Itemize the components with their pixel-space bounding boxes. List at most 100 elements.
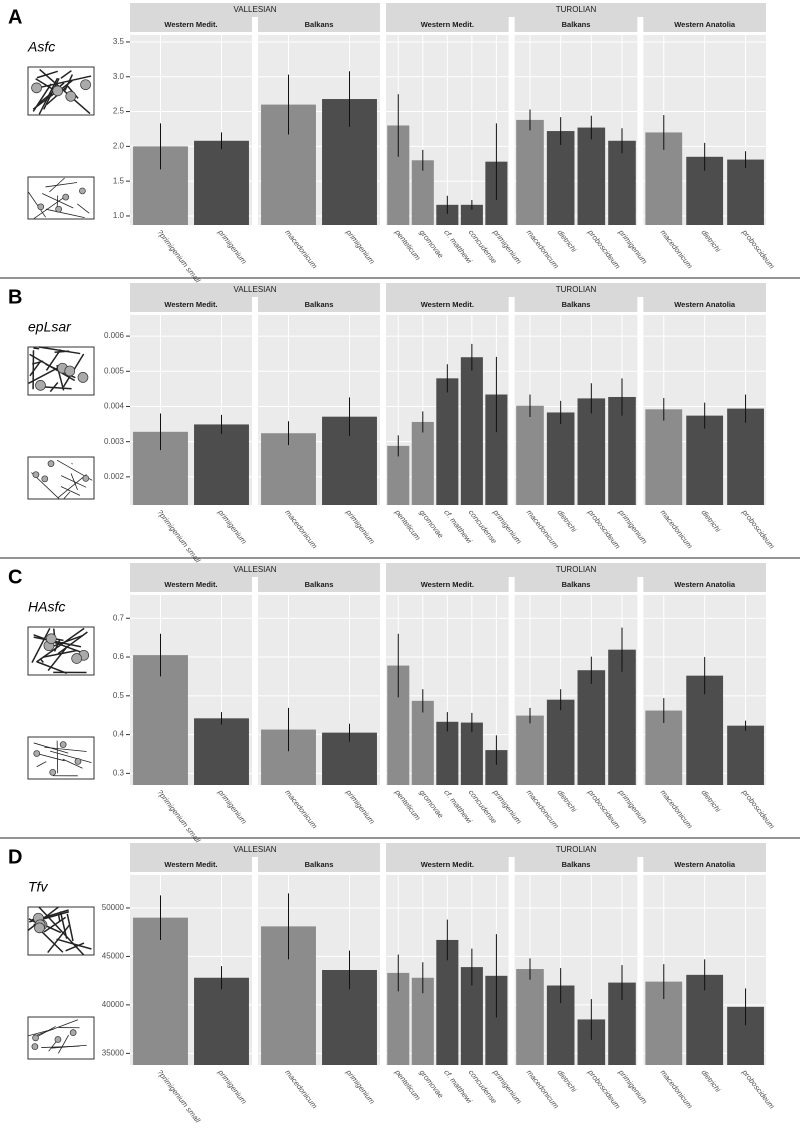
y-tick-label: 0.3 [113, 768, 125, 777]
x-tick-label: primigenium [344, 787, 377, 826]
bar [547, 412, 575, 505]
region-label: Western Anatolia [674, 580, 736, 589]
sketch-pit [72, 653, 82, 663]
sketch-pit [35, 380, 45, 390]
x-tick-label: macedonicum [659, 1068, 695, 1110]
y-tick-label: 3.5 [113, 37, 125, 46]
x-tick-label: proboscideum [586, 1067, 623, 1110]
region-label: Balkans [305, 860, 334, 869]
sketch-pit [38, 204, 44, 210]
period-label: TUROLIAN [556, 5, 597, 14]
bar [412, 422, 434, 505]
x-tick-label: macedonicum [525, 1068, 561, 1110]
panel-letter: B [8, 286, 22, 308]
region-label: Western Medit. [164, 580, 217, 589]
bar [461, 357, 483, 505]
x-tick-label: primigenium [344, 227, 377, 266]
x-tick-label: ?primigenium small [155, 1068, 202, 1125]
x-tick-label: ?primigenium small [155, 788, 202, 845]
x-tick-label: primigenium [616, 227, 649, 266]
x-tick-label: macedonicum [525, 788, 561, 830]
x-tick-label: macedonicum [659, 228, 695, 270]
region-label: Western Medit. [164, 860, 217, 869]
sketch-pit [81, 80, 91, 90]
region-label: Balkans [562, 300, 591, 309]
metric-label: HAsfc [28, 599, 65, 615]
sketch-pit [33, 1035, 39, 1041]
bar [578, 128, 606, 225]
region-label: Balkans [562, 20, 591, 29]
region-label: Western Medit. [421, 20, 474, 29]
bar [578, 398, 606, 505]
x-tick-label: dietrichi [700, 788, 723, 814]
sketch-pit [75, 758, 81, 764]
x-tick-label: dietrichi [700, 508, 723, 534]
region-label: Balkans [305, 300, 334, 309]
region-label: Western Anatolia [674, 300, 736, 309]
region-label: Western Medit. [421, 300, 474, 309]
x-tick-label: dietrichi [556, 508, 579, 534]
bar [194, 141, 249, 225]
x-tick-label: primigenium [616, 1067, 649, 1106]
x-tick-label: macedonicum [283, 228, 319, 270]
bar [516, 120, 544, 225]
sketch-pit [66, 91, 76, 101]
y-tick-label: 0.7 [113, 613, 125, 622]
x-tick-label: proboscideum [740, 1067, 777, 1110]
sketch-pit [53, 86, 63, 96]
y-tick-label: 45000 [102, 952, 125, 961]
metric-label: epLsar [28, 319, 72, 335]
bar [727, 160, 764, 225]
bar [578, 670, 606, 785]
x-tick-label: macedonicum [659, 788, 695, 830]
sketch-pit [56, 206, 62, 212]
x-tick-label: dietrichi [700, 1068, 723, 1094]
x-tick-label: dietrichi [700, 228, 723, 254]
panel-letter: D [8, 846, 22, 868]
bar [547, 131, 575, 225]
x-tick-label: proboscideum [586, 227, 623, 270]
period-label: TUROLIAN [556, 845, 597, 854]
sketch-pit [46, 634, 56, 644]
sketch-pit [78, 372, 88, 382]
sketch-pit [48, 461, 54, 467]
sketch-pit [65, 366, 75, 376]
bar [547, 700, 575, 785]
region-label: Western Medit. [164, 20, 217, 29]
bar [516, 716, 544, 785]
sketch-pit [60, 742, 66, 748]
sketch-pit [83, 475, 89, 481]
sketch-stroke [71, 463, 72, 464]
x-tick-label: proboscideum [740, 227, 777, 270]
x-tick-label: macedonicum [283, 508, 319, 550]
region-label: Western Anatolia [674, 20, 736, 29]
x-tick-label: primigenium [344, 507, 377, 546]
x-tick-label: primigenium [216, 1067, 249, 1106]
sketch-pit [55, 1036, 61, 1042]
region-label: Western Medit. [421, 580, 474, 589]
x-tick-label: ?primigenium small [155, 228, 202, 285]
region-label: Balkans [562, 580, 591, 589]
period-label: VALLESIAN [234, 845, 277, 854]
period-label: VALLESIAN [234, 285, 277, 294]
x-tick-label: dietrichi [556, 1068, 579, 1094]
region-label: Western Anatolia [674, 860, 736, 869]
y-tick-label: 3.0 [113, 72, 125, 81]
region-label: Balkans [562, 860, 591, 869]
bar [686, 416, 723, 505]
y-tick-label: 50000 [102, 903, 125, 912]
period-label: TUROLIAN [556, 565, 597, 574]
x-tick-label: primigenium [616, 787, 649, 826]
y-tick-label: 40000 [102, 1000, 125, 1009]
x-tick-label: ?primigenium small [155, 508, 202, 565]
sketch-pit [63, 194, 69, 200]
x-tick-label: proboscideum [740, 507, 777, 550]
bar [194, 424, 249, 505]
sketch-pit [34, 751, 40, 757]
region-label: Balkans [305, 20, 334, 29]
x-tick-label: macedonicum [525, 228, 561, 270]
y-tick-label: 0.003 [104, 437, 125, 446]
sketch-pit [32, 1044, 38, 1050]
bar [645, 409, 682, 505]
